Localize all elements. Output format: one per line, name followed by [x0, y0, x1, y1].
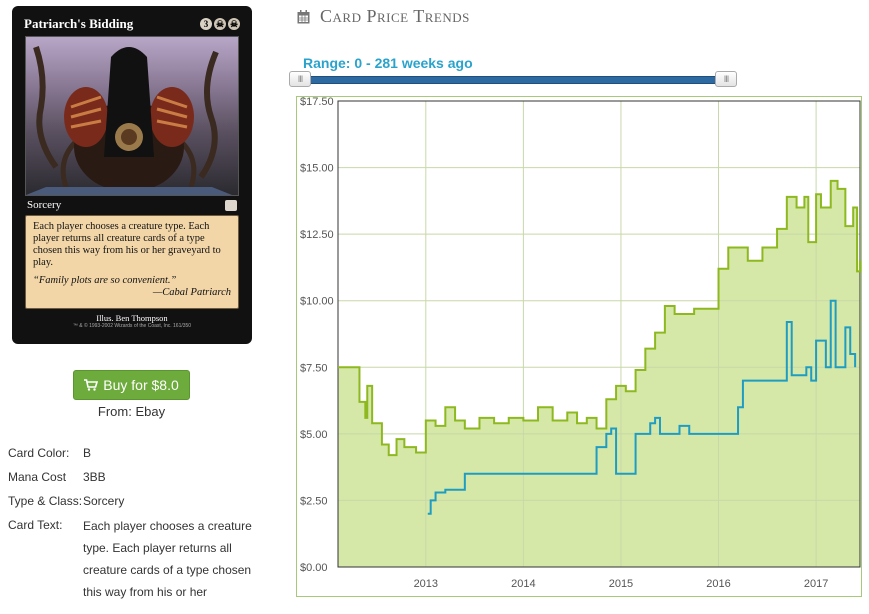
card-artwork-illustration: [26, 46, 232, 195]
card-textbox: Each player chooses a creature type. Eac…: [25, 215, 239, 309]
cart-icon: [84, 379, 99, 391]
range-slider-track[interactable]: [291, 76, 737, 84]
detail-value: Each player chooses a creature type. Eac…: [83, 519, 252, 599]
y-tick-label: $5.00: [300, 429, 328, 441]
y-tick-label: $15.00: [300, 163, 334, 175]
y-tick-label: $17.50: [300, 96, 334, 108]
series-line-blue: [427, 299, 857, 515]
mana-cost-icons: 3 ☠ ☠: [200, 18, 240, 30]
calendar-icon: [297, 9, 310, 23]
detail-label: Card Color:: [8, 446, 70, 460]
x-tick-label: 2016: [706, 578, 730, 590]
black-mana-icon: ☠: [214, 18, 226, 30]
x-tick-label: 2015: [609, 578, 633, 590]
card-flavor-text: “Family plots are so convenient.”: [33, 275, 177, 286]
y-tick-label: $2.50: [300, 495, 328, 507]
card-titlebar: Patriarch's Bidding 3 ☠ ☠: [21, 14, 243, 34]
card-flavor-attribution: —Cabal Patriarch: [152, 287, 231, 298]
x-tick-label: 2014: [511, 578, 535, 590]
generic-mana-icon: 3: [200, 18, 212, 30]
buy-button[interactable]: Buy for $8.0: [73, 370, 190, 400]
detail-value: 3BB: [83, 470, 106, 484]
price-source: From: Ebay: [97, 404, 166, 419]
chart-title: Card Price Trends: [320, 6, 470, 26]
series-line-green: [338, 179, 861, 457]
card-illustrator: Illus. Ben Thompson: [96, 313, 168, 323]
series-area-fill: [338, 180, 860, 567]
range-slider-start-handle[interactable]: III: [289, 71, 311, 87]
card-image: Patriarch's Bidding 3 ☠ ☠ Sorcery Each p…: [12, 6, 252, 344]
buy-button-label: Buy for $8.0: [103, 377, 179, 393]
x-tick-label: 2017: [804, 578, 828, 590]
card-type: Sorcery: [27, 199, 62, 211]
price-chart: $0.00 $2.50 $5.00 $7.50 $10.00 $12.50 $15.00 $1…: [296, 96, 862, 597]
black-mana-icon: ☠: [228, 18, 240, 30]
card-details: Card Color: B Mana Cost 3BB Type & Class…: [8, 447, 253, 614]
card-name: Patriarch's Bidding: [24, 16, 134, 31]
chart-header: Card Price Trends: [297, 6, 470, 27]
detail-label: Type & Class:: [8, 494, 83, 508]
detail-label: Mana Cost: [8, 470, 67, 484]
card-copyright: ™ & © 1993-2002 Wizards of the Coast, In…: [72, 323, 192, 329]
range-slider-end-handle[interactable]: III: [715, 71, 737, 87]
detail-row-type: Type & Class: Sorcery: [8, 495, 253, 508]
detail-label: Card Text:: [8, 518, 63, 532]
detail-row-text: Card Text: Each player chooses a creatur…: [8, 519, 253, 603]
range-label: Range: 0 - 281 weeks ago: [303, 55, 473, 71]
card-typeline: Sorcery: [21, 196, 243, 214]
x-tick-label: 2013: [414, 578, 438, 590]
y-tick-label: $10.00: [300, 296, 334, 308]
y-tick-label: $0.00: [300, 562, 328, 574]
price-chart-svg: $0.00 $2.50 $5.00 $7.50 $10.00 $12.50 $15.00 $1…: [296, 96, 862, 597]
card-rules-text: Each player chooses a creature type. Eac…: [33, 221, 221, 268]
detail-row-mana: Mana Cost 3BB: [8, 471, 253, 484]
detail-value: B: [83, 446, 92, 460]
plot-border: [337, 100, 861, 568]
set-symbol-icon: [225, 199, 237, 211]
detail-row-color: Card Color: B: [8, 447, 253, 460]
y-tick-label: $7.50: [300, 362, 328, 374]
y-tick-label: $12.50: [300, 229, 334, 241]
detail-value: Sorcery: [83, 494, 125, 508]
card-artwork: [25, 36, 239, 196]
